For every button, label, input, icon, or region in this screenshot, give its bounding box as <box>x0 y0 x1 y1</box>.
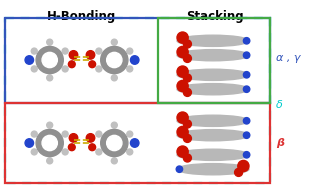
Circle shape <box>238 160 249 172</box>
Circle shape <box>47 75 53 81</box>
Circle shape <box>243 52 250 58</box>
Circle shape <box>177 46 188 58</box>
Circle shape <box>86 134 95 142</box>
Circle shape <box>96 131 102 137</box>
Circle shape <box>62 131 68 137</box>
Ellipse shape <box>177 84 249 95</box>
Ellipse shape <box>177 164 249 175</box>
Circle shape <box>177 80 188 92</box>
Circle shape <box>183 120 191 128</box>
Circle shape <box>111 75 117 81</box>
Text: β: β <box>276 138 284 148</box>
Circle shape <box>36 129 63 157</box>
Circle shape <box>127 66 133 72</box>
Bar <box>5 18 270 183</box>
Circle shape <box>31 48 37 54</box>
Circle shape <box>177 126 188 138</box>
Circle shape <box>243 86 250 92</box>
Circle shape <box>86 51 95 59</box>
Circle shape <box>96 149 102 155</box>
Circle shape <box>25 139 33 147</box>
Circle shape <box>177 146 188 157</box>
Circle shape <box>127 131 133 137</box>
Circle shape <box>68 144 75 151</box>
Text: H-Bonding: H-Bonding <box>47 10 117 23</box>
Bar <box>158 18 270 103</box>
Circle shape <box>177 66 188 77</box>
Circle shape <box>31 149 37 155</box>
Circle shape <box>96 48 102 54</box>
Circle shape <box>89 61 96 68</box>
Circle shape <box>62 48 68 54</box>
Circle shape <box>243 38 250 44</box>
Ellipse shape <box>177 149 249 160</box>
Circle shape <box>243 118 250 124</box>
Circle shape <box>111 39 117 45</box>
Circle shape <box>101 46 128 74</box>
Circle shape <box>130 56 139 64</box>
Circle shape <box>101 129 128 157</box>
Circle shape <box>243 72 250 78</box>
Circle shape <box>68 61 75 68</box>
Circle shape <box>47 158 53 164</box>
Circle shape <box>62 66 68 72</box>
Circle shape <box>42 52 57 68</box>
Text: α , γ: α , γ <box>276 53 301 63</box>
Bar <box>5 18 270 103</box>
Circle shape <box>89 144 96 151</box>
Bar <box>5 103 270 183</box>
Circle shape <box>177 112 188 123</box>
Circle shape <box>177 32 188 43</box>
Circle shape <box>36 46 63 74</box>
Circle shape <box>96 66 102 72</box>
Ellipse shape <box>177 35 249 46</box>
Text: δ: δ <box>276 100 283 110</box>
Circle shape <box>42 135 57 151</box>
Ellipse shape <box>177 69 249 80</box>
Circle shape <box>183 154 191 162</box>
Circle shape <box>111 158 117 164</box>
Circle shape <box>31 66 37 72</box>
Circle shape <box>47 39 53 45</box>
Circle shape <box>243 132 250 138</box>
Circle shape <box>183 74 191 82</box>
Circle shape <box>130 139 139 147</box>
Circle shape <box>111 122 117 128</box>
Circle shape <box>176 166 183 172</box>
Circle shape <box>183 40 191 48</box>
Circle shape <box>31 131 37 137</box>
Circle shape <box>69 134 78 142</box>
Ellipse shape <box>177 115 249 126</box>
Circle shape <box>62 149 68 155</box>
Circle shape <box>47 122 53 128</box>
Circle shape <box>127 48 133 54</box>
Ellipse shape <box>177 130 249 141</box>
Circle shape <box>235 168 242 176</box>
Circle shape <box>183 54 191 62</box>
Ellipse shape <box>177 50 249 61</box>
Text: Stacking: Stacking <box>186 10 244 23</box>
Circle shape <box>69 51 78 59</box>
Circle shape <box>107 135 122 151</box>
Circle shape <box>183 88 191 96</box>
Circle shape <box>243 152 250 158</box>
Circle shape <box>25 56 33 64</box>
Circle shape <box>183 134 191 142</box>
Circle shape <box>107 52 122 68</box>
Circle shape <box>127 149 133 155</box>
